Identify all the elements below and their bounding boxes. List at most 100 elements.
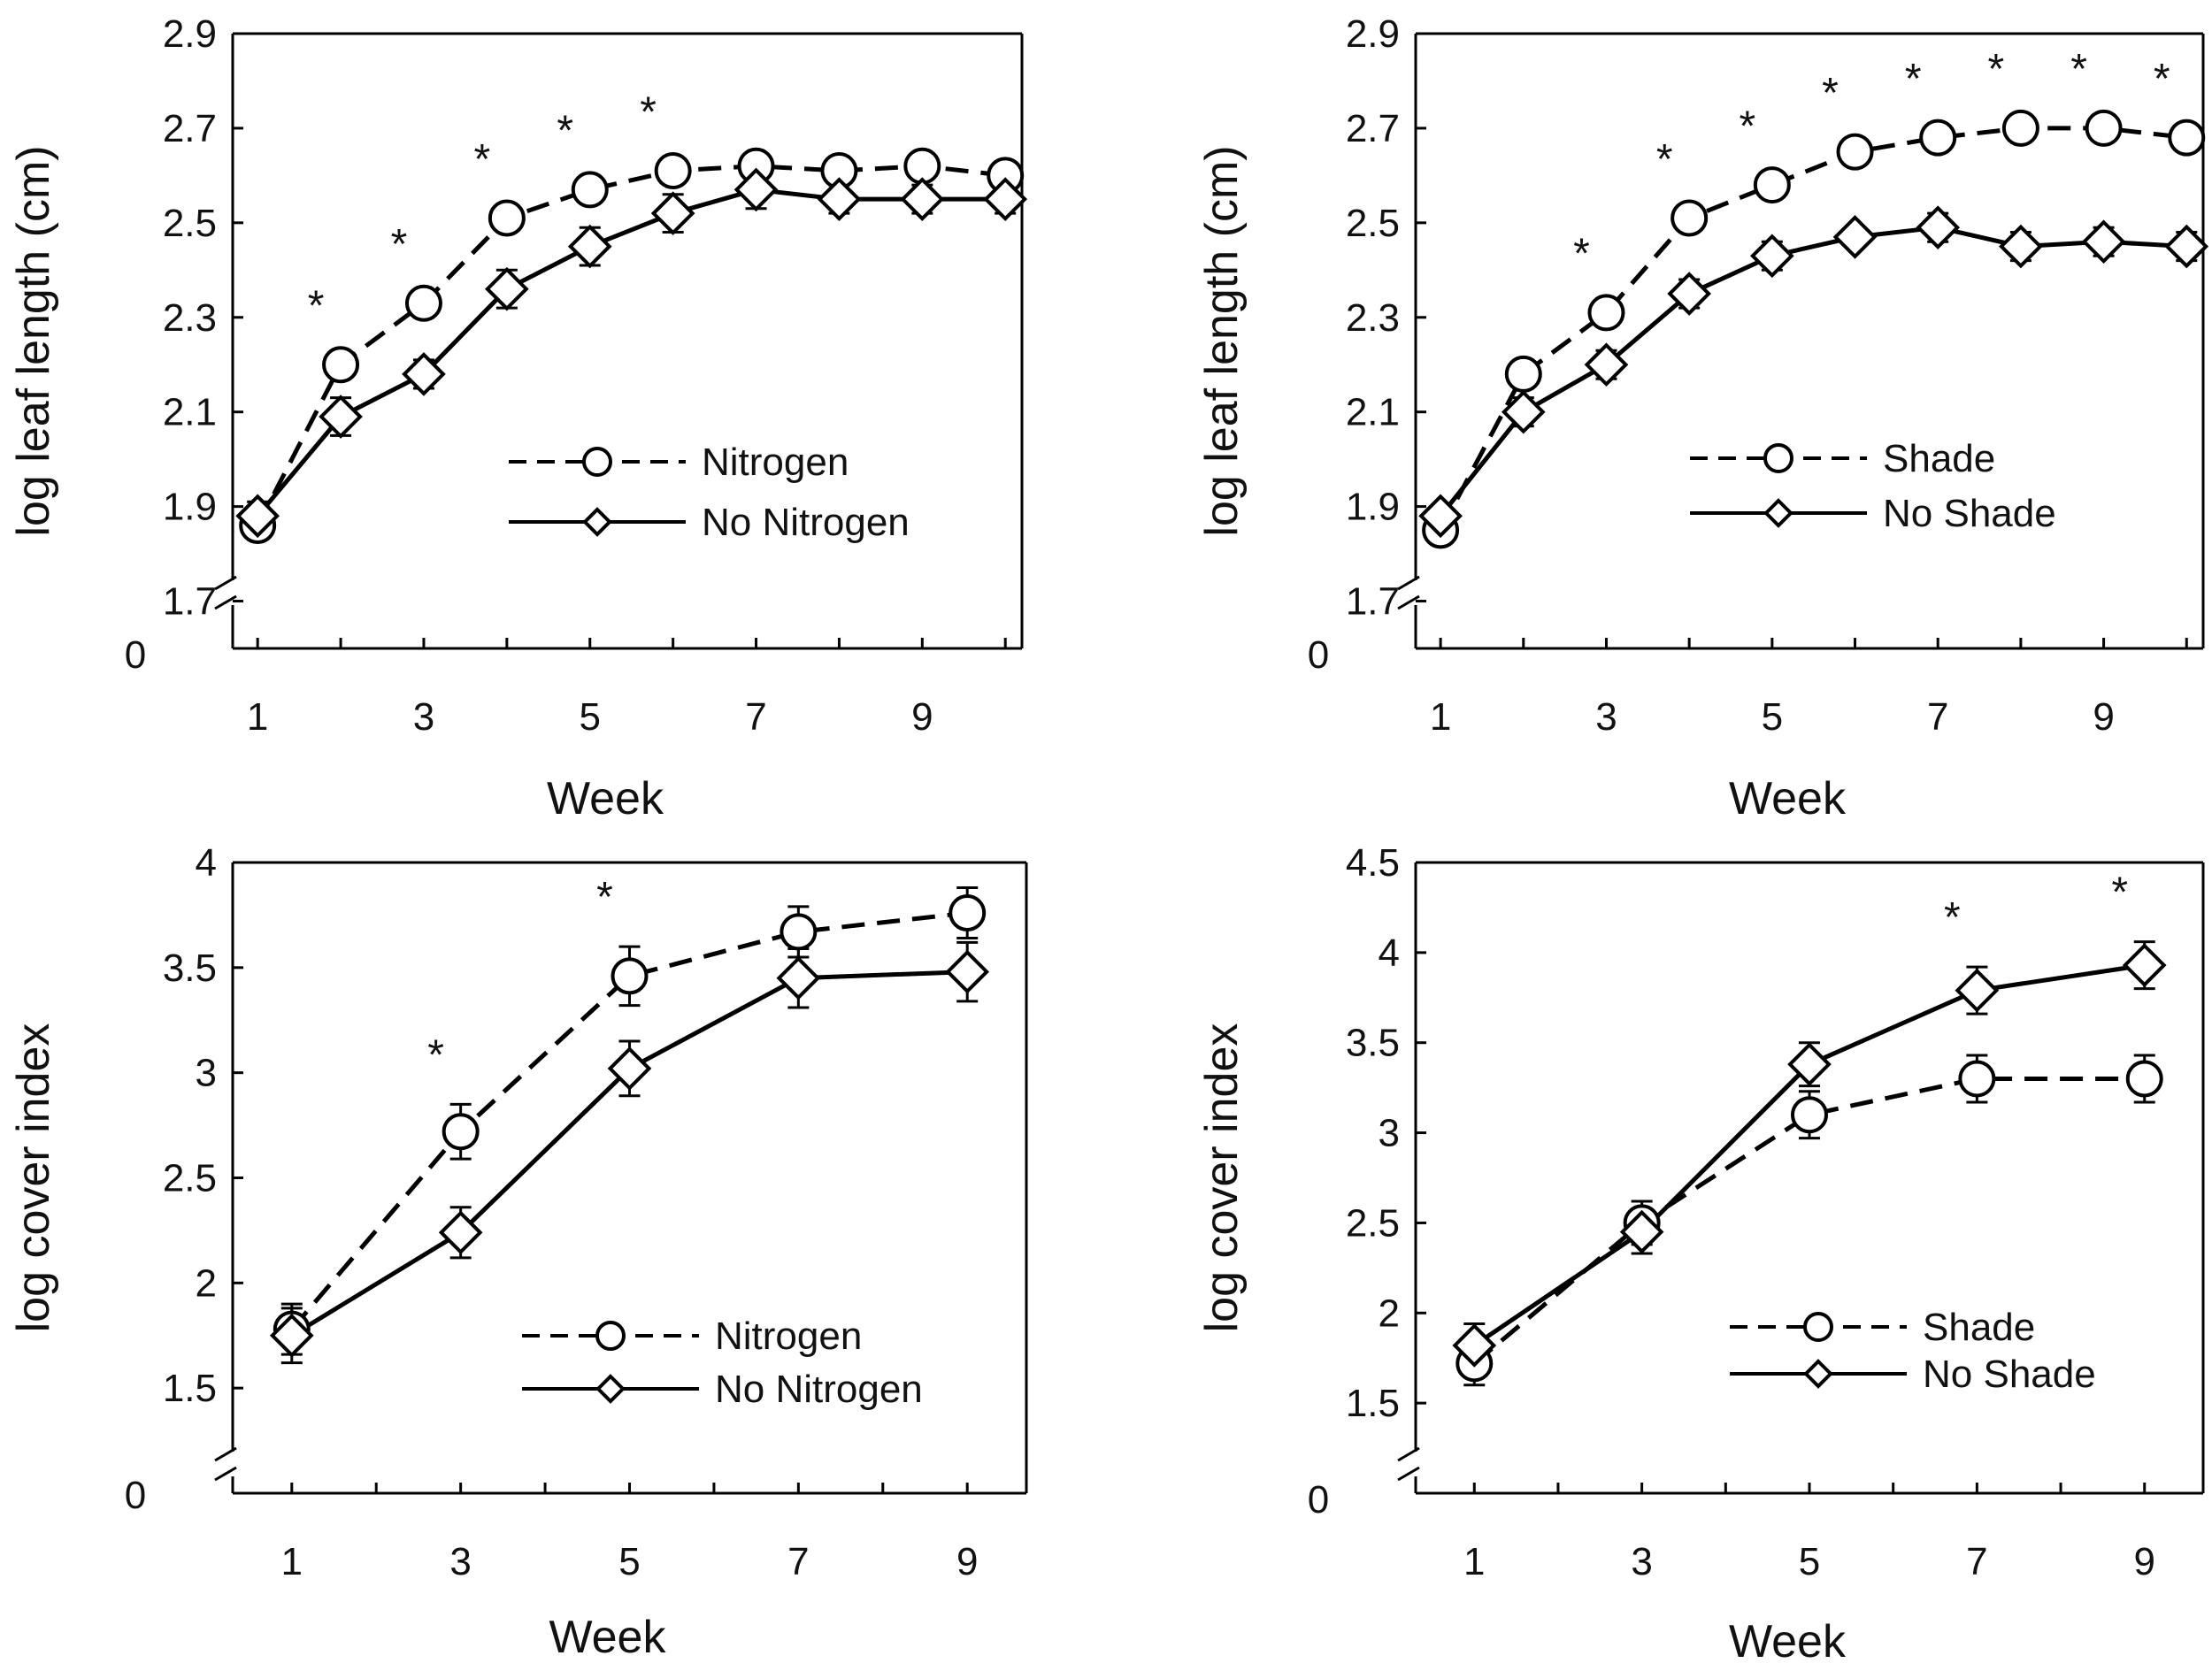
axis-break-mark xyxy=(214,594,237,610)
x-tick-label: 9 xyxy=(911,695,933,739)
significance-star: * xyxy=(2111,870,2128,916)
x-tick-label: 7 xyxy=(787,1540,809,1583)
y-tick-label: 3.5 xyxy=(163,947,217,990)
axis-break-mark xyxy=(214,575,237,591)
legend-label: No Nitrogen xyxy=(715,1368,923,1411)
x-tick-label: 3 xyxy=(413,695,434,739)
data-point-diamond xyxy=(1452,1323,1497,1368)
y-tick-label: 2.7 xyxy=(1346,107,1400,150)
x-tick-label: 5 xyxy=(1799,1540,1820,1583)
legend-label: Nitrogen xyxy=(715,1315,862,1358)
y-tick-label: 1.9 xyxy=(1346,486,1400,529)
y-tick-label: 2.5 xyxy=(163,202,217,245)
significance-star: * xyxy=(640,88,657,135)
axis-break-mark xyxy=(1397,1466,1420,1482)
y-tick-label: 2.7 xyxy=(163,107,217,150)
data-point-circle xyxy=(404,284,442,322)
data-point-diamond xyxy=(1750,234,1794,279)
axis-break-mark xyxy=(214,1446,237,1462)
data-point-diamond xyxy=(1667,272,1711,316)
data-point-circle xyxy=(2125,1060,2163,1098)
legend-label: Nitrogen xyxy=(702,441,849,484)
y-axis-title: log leaf length (cm) xyxy=(1196,145,1248,536)
data-point-circle xyxy=(1587,294,1625,332)
significance-star: * xyxy=(2070,46,2087,93)
data-point-diamond xyxy=(2081,219,2126,264)
data-point-diamond xyxy=(2164,224,2209,269)
y-tick-label: 1.7 xyxy=(1346,580,1400,624)
data-point-diamond xyxy=(235,494,280,539)
x-axis-title: Week xyxy=(1729,773,1847,824)
data-point-circle xyxy=(2085,109,2123,147)
panel-top-left: 2.9 2.7 2.5 2.3 2.1 1.9 1.7 0 1 3 5 7 9 Week log leaf … xyxy=(8,12,1028,824)
data-point-diamond xyxy=(945,949,990,994)
y-tick-label: 2.3 xyxy=(163,296,217,340)
data-point-diamond xyxy=(607,1046,652,1091)
data-point-diamond xyxy=(650,191,695,235)
data-point-diamond xyxy=(1955,968,2000,1013)
x-tick-label: 9 xyxy=(2133,1540,2154,1583)
significance-star: * xyxy=(308,283,325,330)
series-line-a xyxy=(289,910,968,1331)
data-point-diamond xyxy=(1418,494,1463,539)
x-tick-label: 7 xyxy=(1927,695,1948,739)
data-point-diamond xyxy=(776,955,821,1000)
y-axis-zero-label: 0 xyxy=(1308,633,1329,677)
panel-top-right: 2.9 2.7 2.5 2.3 2.1 1.9 1.7 0 1 3 5 7 9 Week log leaf … xyxy=(1196,12,2209,824)
x-tick-label: 3 xyxy=(449,1540,471,1583)
significance-star: * xyxy=(1944,894,1961,941)
y-tick-label: 2 xyxy=(196,1261,217,1305)
x-tick-label: 9 xyxy=(956,1540,978,1583)
y-tick-label: 4 xyxy=(196,841,217,885)
legend-marker-diamond xyxy=(595,1374,626,1404)
axis-break-mark xyxy=(1397,575,1420,591)
y-tick-label: 1.7 xyxy=(163,580,217,624)
axis-break-mark xyxy=(1397,1446,1420,1462)
x-tick-label: 5 xyxy=(580,695,601,739)
significance-star: * xyxy=(2154,56,2170,103)
data-point-diamond xyxy=(1619,1209,1664,1254)
data-point-diamond xyxy=(402,352,446,396)
data-point-circle xyxy=(654,152,692,190)
legend: Nitrogen No Nitrogen xyxy=(522,1315,923,1411)
data-point-diamond xyxy=(2122,943,2167,987)
series-line-a xyxy=(255,164,1006,527)
y-axis-title: log leaf length (cm) xyxy=(8,145,59,536)
significance-star: * xyxy=(474,136,491,183)
data-point-circle xyxy=(2168,119,2206,157)
legend: Shade No Shade xyxy=(1690,437,2056,535)
data-point-circle xyxy=(1958,1060,1996,1098)
data-point-diamond xyxy=(438,1210,483,1255)
y-tick-label: 3 xyxy=(1379,1112,1400,1155)
significance-star: * xyxy=(1988,46,2005,93)
significance-star: * xyxy=(1822,70,1839,117)
data-point-diamond xyxy=(983,177,1028,221)
data-point-diamond xyxy=(900,177,945,221)
x-tick-label: 1 xyxy=(247,695,268,739)
y-tick-label: 2.5 xyxy=(1346,1201,1400,1245)
data-point-diamond xyxy=(269,1313,314,1358)
y-tick-label: 2.1 xyxy=(1346,391,1400,434)
y-tick-label: 3 xyxy=(196,1052,217,1095)
data-point-circle xyxy=(322,346,360,384)
data-point-circle xyxy=(1791,1096,1828,1134)
legend-marker-circle xyxy=(1763,443,1793,473)
y-tick-label: 4 xyxy=(1379,931,1400,975)
data-point-circle xyxy=(1753,166,1791,204)
x-tick-label: 7 xyxy=(1966,1540,1987,1583)
y-tick-label: 2.5 xyxy=(1346,202,1400,245)
data-point-diamond xyxy=(1916,205,1961,250)
series-line-b xyxy=(1439,225,2187,517)
data-point-diamond xyxy=(1584,342,1629,387)
x-tick-label: 5 xyxy=(618,1540,640,1583)
y-tick-label: 2.3 xyxy=(1346,296,1400,340)
y-axis-zero-label: 0 xyxy=(125,633,146,677)
significance-star: * xyxy=(1573,231,1590,278)
data-point-diamond xyxy=(817,177,862,221)
panel-bottom-left: 4 3.5 3 2.5 2 1.5 0 1 3 5 7 9 Week log cover index * * N… xyxy=(8,841,1028,1663)
x-axis-title: Week xyxy=(1729,1616,1847,1667)
x-tick-label: 1 xyxy=(1463,1540,1485,1583)
y-tick-label: 2.5 xyxy=(163,1157,217,1200)
x-tick-label: 1 xyxy=(281,1540,303,1583)
y-axis-zero-label: 0 xyxy=(1308,1478,1329,1522)
